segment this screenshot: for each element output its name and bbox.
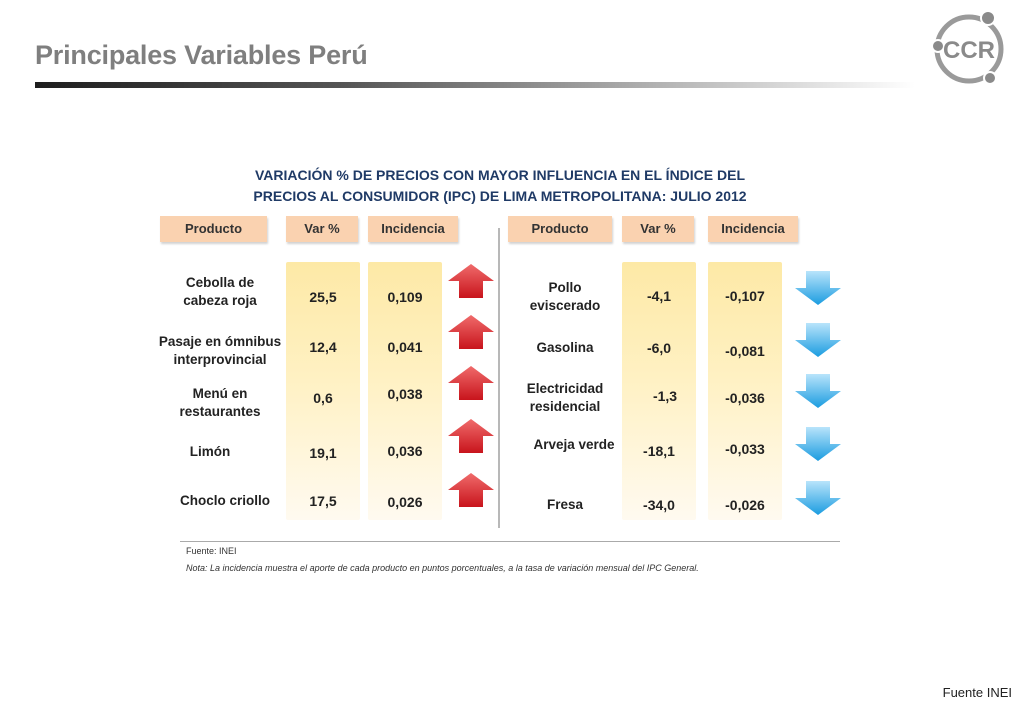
increase-product: Menú en restaurantes	[150, 385, 290, 421]
product-line: cabeza roja	[183, 293, 257, 308]
increase-var: 19,1	[309, 445, 337, 461]
increase-product: Choclo criollo	[160, 492, 290, 510]
ccr-logo: CCR	[931, 10, 1004, 85]
product-line: Pasaje en ómnibus	[158, 334, 282, 349]
decrease-var: -4,1	[646, 288, 672, 304]
decrease-product: Pollo eviscerado	[510, 279, 620, 315]
table-title-line1: VARIACIÓN % DE PRECIOS CON MAYOR INFLUEN…	[254, 167, 746, 183]
product-line: Cebolla de	[185, 275, 255, 290]
page-title: Principales Variables Perú	[35, 40, 368, 70]
decrease-incidencia: -0,033	[725, 441, 765, 457]
increase-incidencia: 0,038	[387, 386, 423, 402]
table-divider	[498, 228, 500, 528]
product-line: Choclo criollo	[179, 493, 270, 508]
up-arrow-icon	[448, 315, 494, 349]
decrease-incidencia: -0,036	[725, 390, 765, 406]
header-incidencia-left: Incidencia	[368, 216, 458, 242]
decrease-var: -1,3	[652, 388, 678, 404]
decrease-incidencia: -0,081	[725, 343, 765, 359]
down-arrow-icon	[795, 427, 841, 461]
down-arrow-icon	[795, 481, 841, 515]
down-arrow-icon	[795, 323, 841, 357]
product-line: Menú en	[192, 386, 248, 401]
up-arrow-icon	[448, 419, 494, 453]
header-incidencia-right: Incidencia	[708, 216, 798, 242]
product-line: interprovincial	[173, 352, 267, 367]
title-rule	[35, 82, 915, 88]
footnote-rule	[180, 541, 840, 542]
incidencia-column-left	[368, 262, 442, 520]
incidencia-column-right	[708, 262, 782, 520]
product-line: Gasolina	[536, 340, 594, 355]
up-arrow-icon	[448, 473, 494, 507]
up-arrow-icon	[448, 264, 494, 298]
slide-source: Fuente INEI	[942, 685, 1012, 700]
up-arrow-icon	[448, 366, 494, 400]
increase-var: 25,5	[309, 289, 337, 305]
table-title-line2: PRECIOS AL CONSUMIDOR (IPC) DE LIMA METR…	[253, 188, 747, 204]
increase-incidencia: 0,036	[387, 443, 423, 459]
header-var-right: Var %	[622, 216, 694, 242]
increase-incidencia: 0,109	[387, 289, 423, 305]
table-source: Fuente: INEI	[186, 546, 237, 556]
decrease-incidencia: -0,026	[725, 497, 765, 513]
down-arrow-icon	[795, 374, 841, 408]
increase-product: Pasaje en ómnibus interprovincial	[150, 333, 290, 369]
product-line: Fresa	[546, 497, 584, 512]
increase-var: 17,5	[309, 493, 337, 509]
increase-var: 0,6	[313, 390, 333, 406]
increase-product: Cebolla de cabeza roja	[150, 274, 290, 310]
product-line: restaurantes	[179, 404, 261, 419]
header-producto-left: Producto	[160, 216, 267, 242]
header-producto-right: Producto	[508, 216, 612, 242]
product-line: eviscerado	[529, 298, 601, 313]
decrease-var: -6,0	[646, 340, 672, 356]
logo-text: CCR	[943, 37, 995, 64]
product-line: Limón	[189, 444, 231, 459]
decrease-product: Electricidad residencial	[510, 380, 620, 416]
decrease-var: -18,1	[643, 443, 675, 459]
product-line: residencial	[529, 399, 601, 414]
product-line: Pollo	[548, 280, 582, 295]
header-var-left: Var %	[286, 216, 358, 242]
decrease-incidencia: -0,107	[725, 288, 765, 304]
increase-product: Limón	[150, 443, 270, 461]
product-line: Arveja verde	[533, 437, 615, 452]
decrease-var: -34,0	[643, 497, 675, 513]
down-arrow-icon	[795, 271, 841, 305]
increase-var: 12,4	[309, 339, 337, 355]
table-note: Nota: La incidencia muestra el aporte de…	[186, 563, 699, 573]
var-column-right	[622, 262, 696, 520]
decrease-product: Fresa	[510, 496, 620, 514]
decrease-product: Gasolina	[510, 339, 620, 357]
increase-incidencia: 0,026	[387, 494, 423, 510]
decrease-product: Arveja verde	[524, 436, 624, 454]
table-title: VARIACIÓN % DE PRECIOS CON MAYOR INFLUEN…	[180, 165, 820, 207]
product-line: Electricidad	[526, 381, 604, 396]
var-column-left	[286, 262, 360, 520]
increase-incidencia: 0,041	[387, 339, 423, 355]
